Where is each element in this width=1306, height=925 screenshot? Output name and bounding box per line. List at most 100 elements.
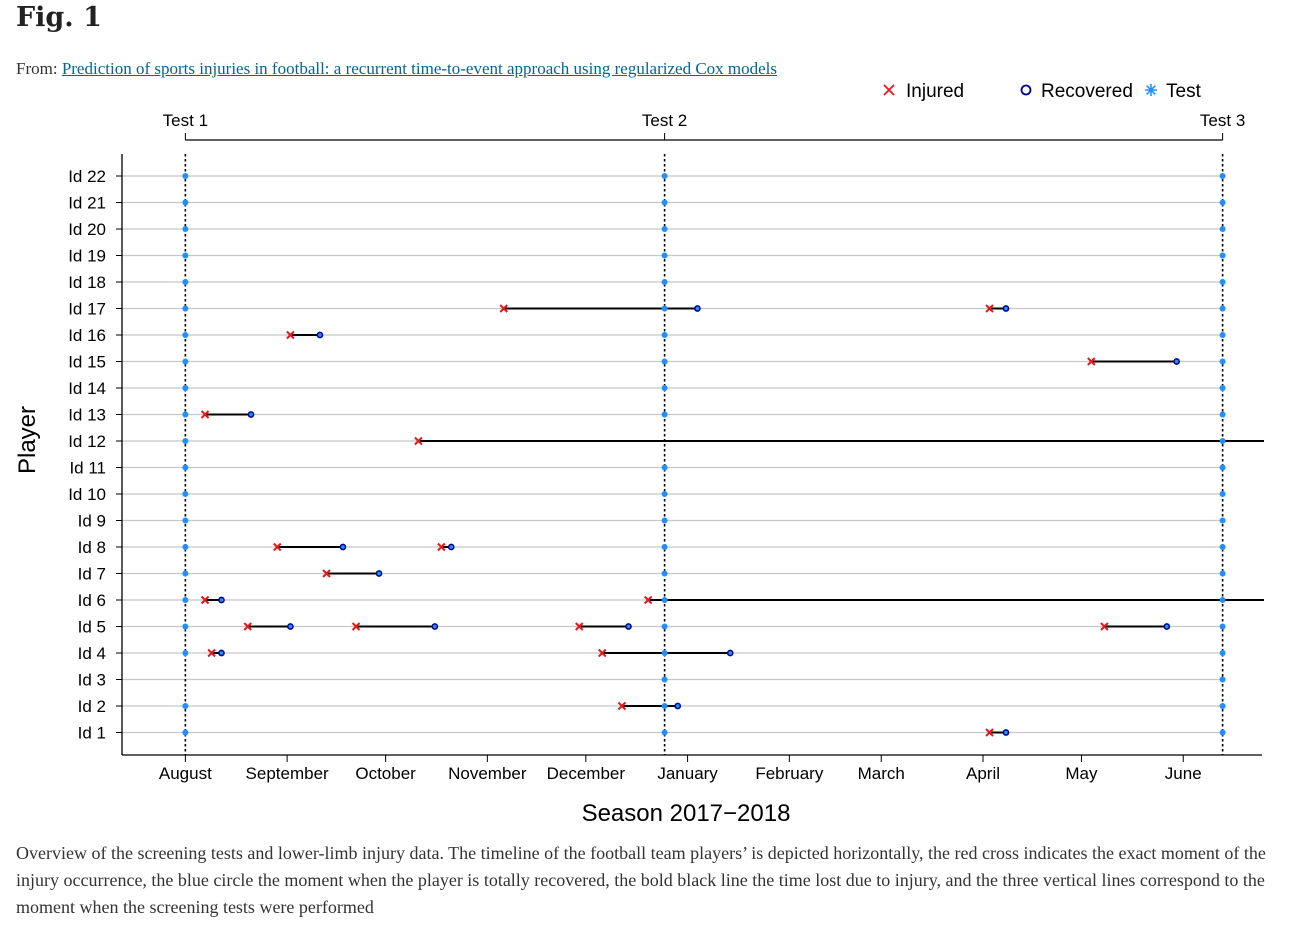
y-tick-label: Id 1 xyxy=(78,724,106,743)
test-marker xyxy=(661,226,668,232)
test-marker xyxy=(182,358,189,365)
legend-test-icon xyxy=(1145,84,1157,96)
legend-recovered-label: Recovered xyxy=(1041,82,1133,102)
test-marker xyxy=(182,729,189,736)
test-marker xyxy=(1219,570,1226,577)
test-marker xyxy=(1219,650,1226,656)
x-axis-title: Season 2017−2018 xyxy=(582,800,791,822)
y-tick-label: Id 8 xyxy=(78,538,106,557)
legend-test-label: Test xyxy=(1166,82,1202,102)
y-tick-label: Id 2 xyxy=(78,697,106,716)
test-marker xyxy=(182,226,189,232)
test-marker xyxy=(661,729,668,736)
y-tick-label: Id 5 xyxy=(78,618,106,637)
chart-figure: Id 1 Id 2 Id 3 Id 4 Id 5 Id 6 Id 7 Id 8 Id 9 Id 1… xyxy=(16,82,1264,822)
y-axis-title: Player xyxy=(16,406,41,474)
injured-marker xyxy=(273,542,282,552)
test-marker xyxy=(1219,279,1226,285)
x-tick-label: April xyxy=(966,764,1000,783)
source-prefix: From: xyxy=(16,59,58,78)
figure-caption: Overview of the screening tests and lowe… xyxy=(16,843,1266,917)
test-marker xyxy=(1219,464,1226,471)
recovered-marker xyxy=(1002,729,1010,736)
test-marker xyxy=(661,358,668,365)
y-tick-label: Id 14 xyxy=(68,379,106,398)
recovered-marker xyxy=(431,623,439,630)
x-tick-label: September xyxy=(246,764,329,783)
test-marker xyxy=(661,305,668,312)
recovered-marker xyxy=(218,596,225,604)
test-marker xyxy=(182,438,189,444)
test-marker xyxy=(1219,252,1226,259)
injured-marker xyxy=(598,648,607,658)
x-tick-label: March xyxy=(858,764,905,783)
test-marker xyxy=(661,544,668,550)
recovered-marker xyxy=(375,570,383,577)
recovered-marker xyxy=(1173,358,1181,365)
source-article-link[interactable]: Prediction of sports injuries in footbal… xyxy=(61,59,778,78)
test-marker xyxy=(1219,676,1226,683)
test-marker xyxy=(661,597,668,603)
test-marker xyxy=(1219,517,1226,524)
test-label: Test 1 xyxy=(163,111,208,130)
y-tick-label: Id 15 xyxy=(68,353,106,372)
injured-marker xyxy=(1087,357,1096,366)
test-marker xyxy=(182,703,189,709)
injured-marker xyxy=(985,728,994,737)
x-tick-label: November xyxy=(448,764,527,783)
test-marker xyxy=(182,570,189,577)
x-tick-label: January xyxy=(657,764,718,783)
test-marker xyxy=(661,491,668,497)
recovered-marker xyxy=(218,649,225,657)
test-marker xyxy=(661,252,668,259)
injured-marker xyxy=(1100,622,1109,631)
injured-marker xyxy=(414,436,423,446)
y-tick-label: Id 10 xyxy=(68,485,106,504)
y-tick-label: Id 3 xyxy=(78,671,106,690)
injured-marker xyxy=(499,304,508,313)
legend-recovered-icon xyxy=(1020,84,1032,96)
injured-marker xyxy=(200,595,210,605)
injured-marker xyxy=(985,304,994,313)
y-tick-label: Id 4 xyxy=(78,644,106,663)
test-marker xyxy=(182,517,189,524)
y-tick-label: Id 21 xyxy=(68,194,106,213)
recovered-marker xyxy=(316,331,324,339)
test-marker xyxy=(661,650,668,656)
legend-injured-icon xyxy=(883,84,895,96)
test-marker xyxy=(661,332,668,338)
test-marker xyxy=(182,332,189,338)
test-marker xyxy=(1219,226,1226,232)
recovered-marker xyxy=(339,543,347,551)
test-marker xyxy=(1219,438,1226,444)
test-marker xyxy=(661,703,668,709)
legend-injured-label: Injured xyxy=(906,82,964,102)
test-marker xyxy=(661,385,668,391)
test-marker xyxy=(182,650,189,656)
test-marker xyxy=(182,597,189,603)
recovered-marker xyxy=(287,623,294,630)
test-marker xyxy=(661,570,668,577)
x-tick-label: August xyxy=(159,764,212,783)
test-marker xyxy=(182,279,189,285)
test-marker xyxy=(661,279,668,285)
test-marker xyxy=(182,544,189,550)
x-tick-label: May xyxy=(1065,764,1098,783)
injured-marker xyxy=(200,410,210,419)
y-tick-label: Id 13 xyxy=(68,406,106,425)
test-marker xyxy=(1219,703,1226,709)
injured-marker xyxy=(286,330,295,340)
test-marker xyxy=(182,305,189,312)
injured-marker xyxy=(437,542,446,552)
test-marker xyxy=(1219,305,1226,312)
test-marker xyxy=(661,464,668,471)
test-marker xyxy=(1219,358,1226,365)
injured-marker xyxy=(351,622,361,631)
y-tick-label: Id 6 xyxy=(78,591,106,610)
x-tick-label: December xyxy=(547,764,626,783)
test-marker xyxy=(1219,623,1226,630)
test-label: Test 3 xyxy=(1200,111,1245,130)
test-marker xyxy=(182,199,189,206)
y-tick-label: Id 20 xyxy=(68,220,106,239)
recovered-marker xyxy=(726,649,734,657)
